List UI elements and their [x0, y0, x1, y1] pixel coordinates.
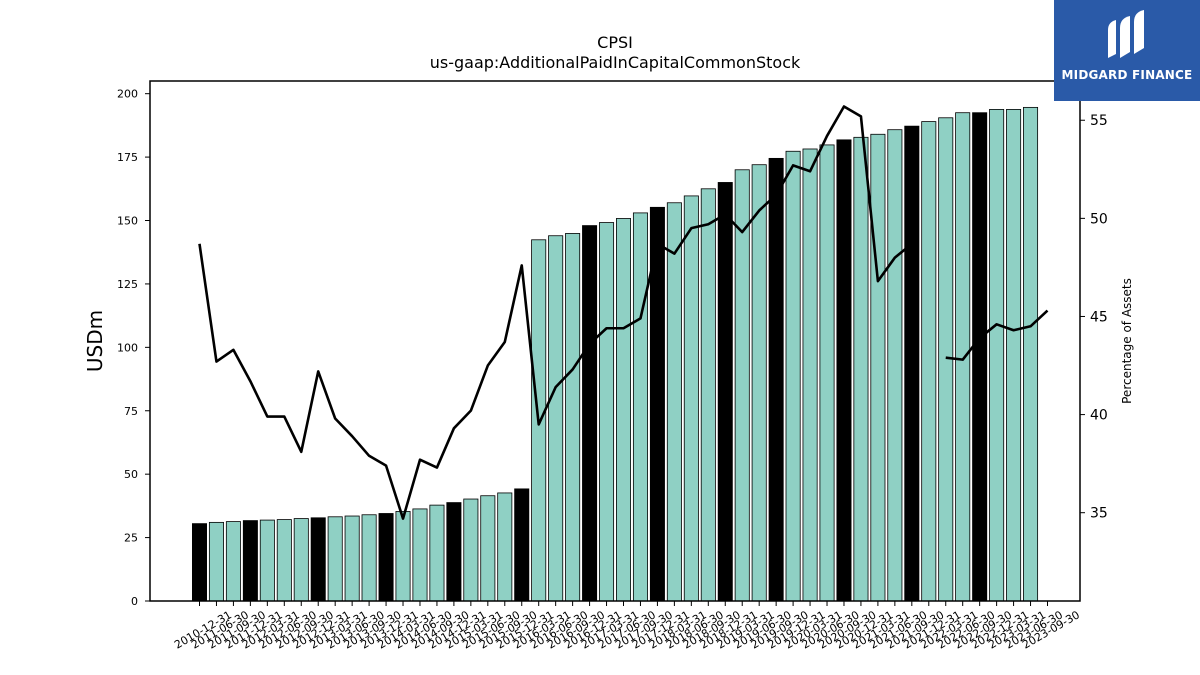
bar	[836, 139, 852, 602]
y-tick-label: 150	[117, 215, 138, 228]
chart-title: CPSI	[597, 33, 633, 52]
bar	[276, 519, 292, 602]
y2-tick-label: 40	[1090, 408, 1108, 424]
bar	[921, 121, 937, 602]
bar	[683, 195, 699, 602]
brand-logo: MIDGARD FINANCE	[1054, 0, 1200, 101]
y-tick-label: 100	[117, 341, 138, 354]
y-tick-label: 175	[117, 151, 138, 164]
chart-subtitle: us-gaap:AdditionalPaidInCapitalCommonSto…	[430, 53, 801, 72]
bar	[972, 112, 988, 602]
percentage-line	[198, 105, 1049, 520]
y-tick-label: 200	[117, 88, 138, 101]
bar	[582, 225, 598, 602]
bar	[632, 212, 648, 602]
bar	[225, 521, 241, 602]
x-axis: 2010-12-312011-06-302011-09-302011-12-31…	[172, 601, 1082, 652]
bar	[310, 517, 326, 602]
bar	[548, 235, 564, 602]
bar	[700, 188, 716, 602]
y2-axis-label: Percentage of Assets	[1120, 278, 1134, 404]
bar	[717, 182, 733, 602]
bar	[751, 164, 767, 602]
bar	[429, 504, 445, 602]
bar	[887, 129, 903, 602]
bar	[616, 218, 632, 602]
bar	[361, 514, 377, 602]
bar	[768, 157, 784, 602]
bar	[870, 133, 886, 602]
bars-group	[191, 106, 1039, 602]
bar	[1006, 109, 1022, 602]
bar	[378, 513, 394, 602]
y2-tick-label: 50	[1090, 211, 1108, 227]
bar	[208, 521, 224, 602]
bar	[344, 515, 360, 602]
bar	[395, 511, 411, 602]
bar	[480, 495, 496, 602]
bar	[666, 202, 682, 602]
bar	[1023, 106, 1039, 602]
midgard-logo-icon	[1108, 10, 1144, 58]
brand-logo-text: MIDGARD FINANCE	[1061, 68, 1193, 82]
bar	[497, 492, 513, 602]
y-axis-right: 35 40 45 50 55	[1080, 113, 1108, 522]
bar	[785, 150, 801, 602]
bar	[802, 148, 818, 602]
bar	[955, 112, 971, 602]
y-tick-label: 0	[131, 595, 138, 608]
bar	[463, 498, 479, 602]
bar	[446, 502, 462, 602]
y2-tick-label: 45	[1090, 309, 1108, 325]
y-axis-left: 0 25 50 75 100 125 150 175 200	[117, 88, 150, 608]
bar	[514, 488, 530, 602]
y-axis-label: USDm	[83, 310, 107, 372]
bar	[904, 125, 920, 602]
bar	[191, 523, 207, 602]
bar	[259, 519, 275, 602]
bar	[599, 222, 615, 602]
y-tick-label: 25	[124, 532, 138, 545]
bar	[734, 169, 750, 602]
y2-tick-label: 35	[1090, 506, 1108, 522]
bar	[565, 233, 581, 602]
bar	[989, 109, 1005, 602]
bar	[293, 518, 309, 602]
bar	[412, 508, 428, 602]
line-group	[198, 105, 1049, 520]
y-tick-label: 125	[117, 278, 138, 291]
plot-frame	[149, 80, 1081, 602]
y-tick-label: 75	[124, 405, 138, 418]
y-tick-label: 50	[124, 468, 138, 481]
bar	[242, 520, 258, 602]
bar	[327, 516, 343, 602]
y2-tick-label: 55	[1090, 113, 1108, 129]
bar	[853, 136, 869, 602]
bar	[819, 144, 835, 602]
